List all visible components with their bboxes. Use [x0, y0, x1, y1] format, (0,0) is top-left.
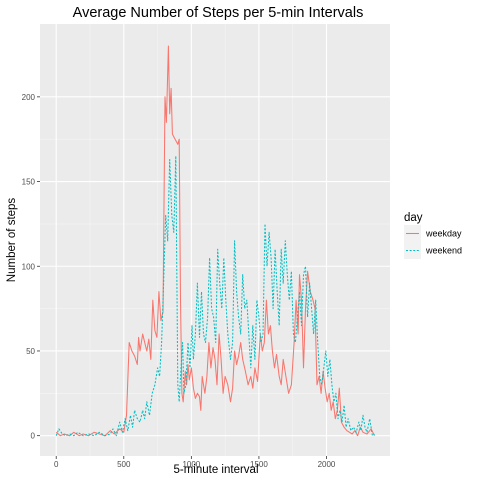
x-tick-label: 0 [54, 460, 59, 469]
y-tick-label: 100 [22, 262, 36, 271]
y-tick-label: 50 [26, 347, 35, 356]
legend-title: day [404, 212, 423, 224]
y-axis-title: Number of steps [6, 198, 18, 283]
y-tick-label: 150 [22, 178, 36, 187]
x-tick-label: 2000 [318, 460, 336, 469]
plot-panel [40, 24, 390, 456]
y-tick-label: 200 [22, 93, 36, 102]
legend-label-weekday: weekday [425, 229, 462, 239]
chart-title: Average Number of Steps per 5-min Interv… [73, 5, 364, 21]
y-tick-label: 0 [31, 432, 36, 441]
legend-label-weekend: weekend [425, 246, 462, 256]
x-axis-title: 5-minute interval [173, 464, 258, 476]
x-tick-label: 500 [117, 460, 131, 469]
